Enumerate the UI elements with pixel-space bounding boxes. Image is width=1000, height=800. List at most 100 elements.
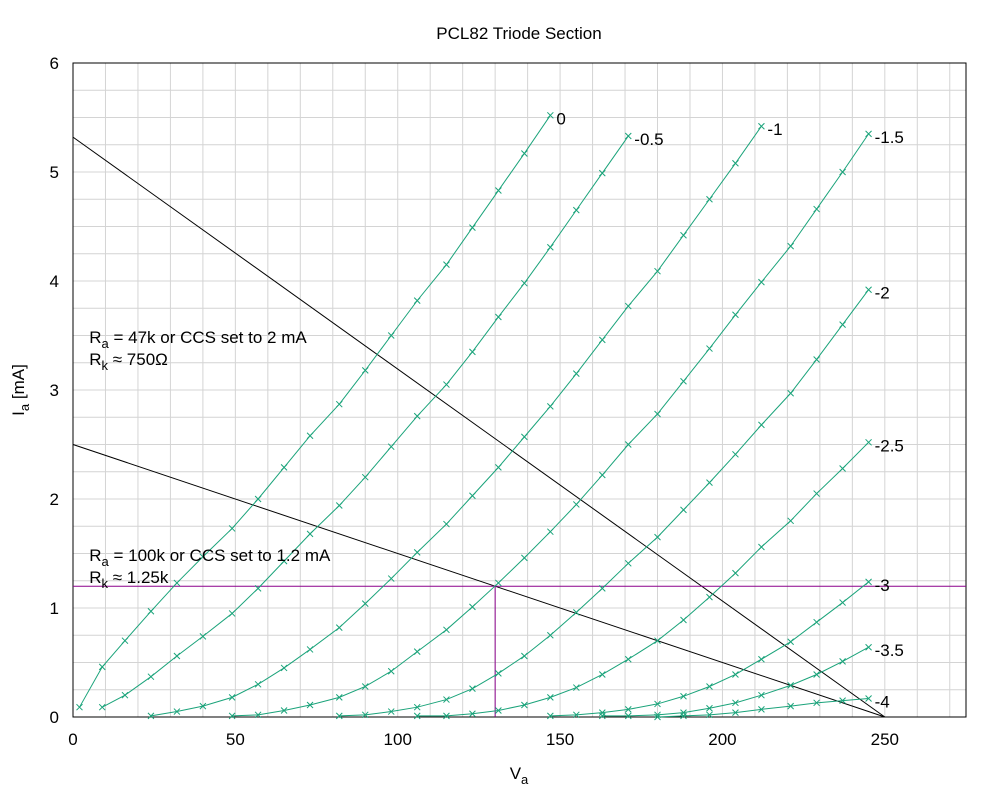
data-point-marker: [361, 711, 369, 719]
data-point-marker: [572, 684, 580, 691]
data-point-marker: [680, 709, 687, 716]
data-point-marker: [361, 473, 369, 481]
data-point-marker: [732, 709, 739, 716]
data-point-marker: [839, 321, 846, 328]
x-tick-label: 250: [871, 730, 899, 749]
data-point-marker: [495, 187, 502, 194]
load-line: [72, 136, 886, 718]
curve--0.5: [98, 132, 632, 711]
data-point-marker: [654, 533, 661, 541]
curve-line: [150, 125, 762, 717]
data-point-marker: [495, 579, 502, 587]
data-point-marker: [335, 694, 343, 701]
data-point-marker: [546, 694, 554, 701]
data-point-marker: [839, 465, 846, 472]
data-point-marker: [598, 471, 606, 479]
curve--3: [546, 578, 872, 720]
data-point-marker: [654, 637, 661, 645]
data-point-marker: [361, 683, 369, 690]
data-point-marker: [173, 708, 181, 715]
data-point-marker: [546, 528, 554, 536]
x-axis-label-base: V: [510, 764, 522, 783]
data-point-marker: [572, 206, 580, 214]
data-point-marker: [254, 680, 262, 688]
data-point-marker: [306, 530, 314, 538]
data-point-marker: [865, 643, 872, 651]
data-point-marker: [228, 610, 236, 617]
data-point-marker: [98, 663, 106, 671]
data-point-marker: [598, 709, 606, 716]
data-point-marker: [732, 450, 739, 458]
data-point-marker: [469, 710, 476, 718]
data-point-marker: [335, 400, 343, 408]
data-point-marker: [228, 694, 236, 701]
data-point-marker: [706, 345, 713, 352]
data-point-marker: [706, 711, 713, 719]
data-point-marker: [495, 464, 502, 471]
data-point-marker: [546, 402, 554, 410]
y-tick-label: 3: [50, 381, 59, 400]
data-point-marker: [76, 703, 83, 711]
curve-label: -4: [875, 692, 890, 711]
data-point-marker: [680, 616, 687, 624]
data-point-marker: [546, 712, 554, 720]
data-point-marker: [680, 231, 687, 239]
curve--2.5: [413, 438, 872, 720]
data-point-marker: [546, 243, 554, 251]
data-point-marker: [598, 336, 606, 344]
data-point-marker: [706, 683, 713, 690]
data-point-marker: [706, 195, 713, 203]
data-point-marker: [199, 702, 207, 710]
data-point-marker: [443, 261, 450, 269]
data-point-marker: [680, 506, 687, 514]
data-point-marker: [680, 712, 687, 720]
x-tick-label: 0: [68, 730, 77, 749]
data-point-marker: [654, 410, 661, 418]
data-point-marker: [572, 609, 580, 616]
data-point-marker: [732, 569, 739, 577]
y-tick-label: 2: [50, 490, 59, 509]
curve--1.5: [228, 130, 872, 720]
data-point-marker: [680, 692, 687, 700]
data-point-marker: [413, 712, 421, 720]
data-point-marker: [758, 421, 765, 429]
data-point-marker: [732, 159, 739, 167]
data-point-marker: [280, 557, 288, 565]
data-point-marker: [228, 525, 236, 532]
operating-point-lines: [73, 585, 966, 717]
curve-label: -3.5: [875, 641, 904, 660]
data-point-marker: [813, 699, 820, 707]
data-point-marker: [521, 554, 528, 562]
annotation-line: Ra = 47k or CCS set to 2 mA: [89, 328, 307, 351]
data-point-marker: [228, 712, 236, 720]
data-point-marker: [413, 297, 421, 304]
annotation-line: Ra = 100k or CCS set to 1.2 mA: [89, 546, 331, 569]
data-point-marker: [813, 490, 820, 497]
data-point-marker: [706, 479, 713, 487]
curve--3.5: [598, 643, 872, 720]
data-point-marker: [280, 664, 288, 672]
curve--1: [147, 122, 765, 720]
data-point-marker: [624, 559, 632, 567]
data-point-marker: [469, 603, 476, 611]
data-point-marker: [387, 443, 395, 451]
data-point-marker: [495, 670, 502, 677]
data-point-marker: [706, 704, 713, 712]
plot-frame: [72, 62, 967, 718]
data-point-marker: [839, 168, 846, 176]
data-point-marker: [147, 673, 155, 681]
data-point-marker: [624, 441, 632, 448]
curve--2: [335, 286, 872, 720]
data-point-marker: [758, 655, 765, 663]
data-point-marker: [813, 618, 820, 626]
data-point-marker: [787, 517, 795, 525]
data-point-marker: [758, 706, 765, 713]
data-point-marker: [521, 279, 528, 287]
data-point-marker: [865, 695, 872, 702]
data-point-marker: [706, 593, 713, 601]
plate-curves: [76, 111, 872, 721]
data-point-marker: [469, 685, 476, 693]
